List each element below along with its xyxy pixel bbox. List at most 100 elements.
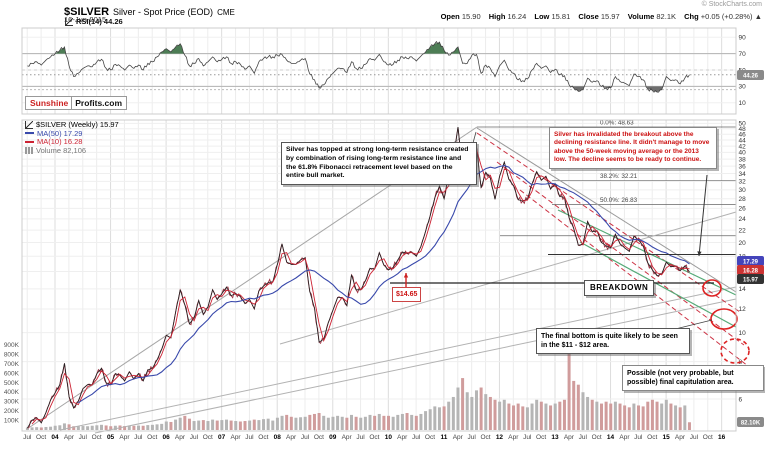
volume-label: Volume	[627, 12, 655, 21]
svg-text:15: 15	[662, 434, 670, 441]
annotation-breakdown-label: BREAKDOWN	[584, 280, 655, 297]
svg-text:28: 28	[739, 196, 747, 203]
svg-text:90: 90	[739, 35, 747, 42]
svg-text:30: 30	[739, 187, 747, 194]
svg-text:900K: 900K	[4, 342, 20, 349]
low-label: Low	[534, 12, 550, 21]
svg-text:Apr: Apr	[230, 434, 241, 441]
svg-text:Oct: Oct	[536, 434, 546, 441]
svg-text:6: 6	[739, 396, 743, 403]
chg-value: +0.05 (+0.28%) ▲	[700, 12, 762, 21]
svg-text:08: 08	[274, 434, 282, 441]
svg-text:20: 20	[739, 240, 747, 247]
instrument-title: Silver - Spot Price (EOD)	[113, 7, 214, 17]
annotation-invalidated-breakout: Silver has invalidated the breakout abov…	[549, 127, 717, 169]
annotation-topped-resistance: Silver has topped at strong long-term re…	[281, 142, 477, 186]
svg-text:700K: 700K	[4, 361, 20, 368]
svg-text:Apr: Apr	[342, 434, 353, 441]
annotation-price-level-1465: $14.65	[392, 287, 422, 303]
svg-text:Apr: Apr	[619, 434, 630, 441]
svg-text:36: 36	[739, 163, 747, 170]
candlestick-icon	[25, 120, 33, 129]
svg-text:82.10K: 82.10K	[741, 421, 761, 427]
svg-text:32: 32	[739, 179, 747, 186]
logo-part-1: Sunshine	[30, 98, 69, 108]
svg-text:Jul: Jul	[523, 434, 532, 441]
svg-text:Apr: Apr	[64, 434, 75, 441]
svg-text:10: 10	[739, 330, 747, 337]
copyright-label: © StockCharts.com	[701, 1, 762, 8]
svg-text:Jul: Jul	[301, 434, 310, 441]
svg-text:200K: 200K	[4, 408, 20, 415]
svg-text:50.0%: 26.83: 50.0%: 26.83	[600, 197, 638, 204]
svg-text:Jul: Jul	[468, 434, 477, 441]
low-value: 15.81	[551, 12, 571, 21]
svg-text:26: 26	[739, 206, 747, 213]
svg-text:Oct: Oct	[147, 434, 157, 441]
svg-text:Jul: Jul	[190, 434, 199, 441]
svg-text:38: 38	[739, 156, 747, 163]
indicator-icon	[65, 17, 73, 26]
close-value: 15.97	[600, 12, 620, 21]
svg-text:12: 12	[739, 306, 747, 313]
svg-text:Jul: Jul	[634, 434, 643, 441]
svg-text:24: 24	[739, 216, 747, 223]
svg-text:44.26: 44.26	[743, 74, 759, 80]
ma10-line-icon	[25, 140, 34, 143]
svg-text:Apr: Apr	[397, 434, 408, 441]
svg-text:0.0%: 48.63: 0.0%: 48.63	[600, 120, 634, 127]
svg-text:Apr: Apr	[119, 434, 130, 441]
svg-text:04: 04	[51, 434, 59, 441]
svg-text:300K: 300K	[4, 399, 20, 406]
svg-text:Apr: Apr	[564, 434, 575, 441]
svg-text:06: 06	[162, 434, 170, 441]
svg-text:05: 05	[107, 434, 115, 441]
svg-text:14: 14	[607, 434, 615, 441]
svg-text:10: 10	[739, 100, 747, 107]
svg-text:09: 09	[329, 434, 337, 441]
annotation-final-bottom: The final bottom is quite likely to be s…	[536, 328, 690, 355]
svg-text:Oct: Oct	[36, 434, 46, 441]
svg-text:Apr: Apr	[175, 434, 186, 441]
svg-text:Oct: Oct	[703, 434, 713, 441]
svg-text:Jul: Jul	[690, 434, 699, 441]
svg-text:14: 14	[739, 286, 747, 293]
svg-text:15.97: 15.97	[743, 278, 759, 284]
svg-text:Apr: Apr	[453, 434, 464, 441]
svg-text:12: 12	[496, 434, 504, 441]
svg-text:800K: 800K	[4, 351, 20, 358]
price-legend-label: $SILVER (Weekly) 15.97	[36, 120, 119, 130]
svg-text:40: 40	[739, 150, 747, 157]
svg-text:22: 22	[739, 227, 747, 234]
svg-text:46: 46	[739, 132, 747, 139]
ticker-symbol: $SILVER	[64, 6, 110, 18]
svg-text:Oct: Oct	[258, 434, 268, 441]
svg-text:Jul: Jul	[579, 434, 588, 441]
svg-text:48: 48	[739, 126, 747, 133]
svg-text:Jul: Jul	[356, 434, 365, 441]
svg-text:07: 07	[218, 434, 226, 441]
svg-text:Oct: Oct	[592, 434, 602, 441]
svg-text:Apr: Apr	[675, 434, 686, 441]
svg-text:Jul: Jul	[79, 434, 88, 441]
svg-text:Oct: Oct	[480, 434, 490, 441]
svg-text:16: 16	[718, 434, 726, 441]
rsi-legend-label: RSI(14) 44.26	[76, 17, 123, 27]
exchange-label: CME	[217, 8, 235, 17]
open-value: 15.90	[461, 12, 481, 21]
quote-strip: Open 15.90 High 16.24 Low 15.81 Close 15…	[435, 12, 762, 21]
svg-text:Oct: Oct	[647, 434, 657, 441]
svg-text:17.29: 17.29	[743, 260, 759, 266]
chart-header: $SILVER Silver - Spot Price (EOD) CME	[64, 2, 235, 20]
svg-text:38.2%: 32.21: 38.2%: 32.21	[600, 173, 638, 180]
svg-text:Oct: Oct	[203, 434, 213, 441]
svg-text:Oct: Oct	[369, 434, 379, 441]
svg-text:16.28: 16.28	[743, 269, 759, 275]
ma50-line-icon	[25, 132, 34, 135]
high-value: 16.24	[507, 12, 527, 21]
sunshine-profits-logo: Sunshine Profits.com	[25, 96, 128, 110]
svg-text:100K: 100K	[4, 418, 20, 425]
volume-legend-label: Volume 82,106	[36, 145, 87, 155]
svg-text:Jul: Jul	[23, 434, 32, 441]
